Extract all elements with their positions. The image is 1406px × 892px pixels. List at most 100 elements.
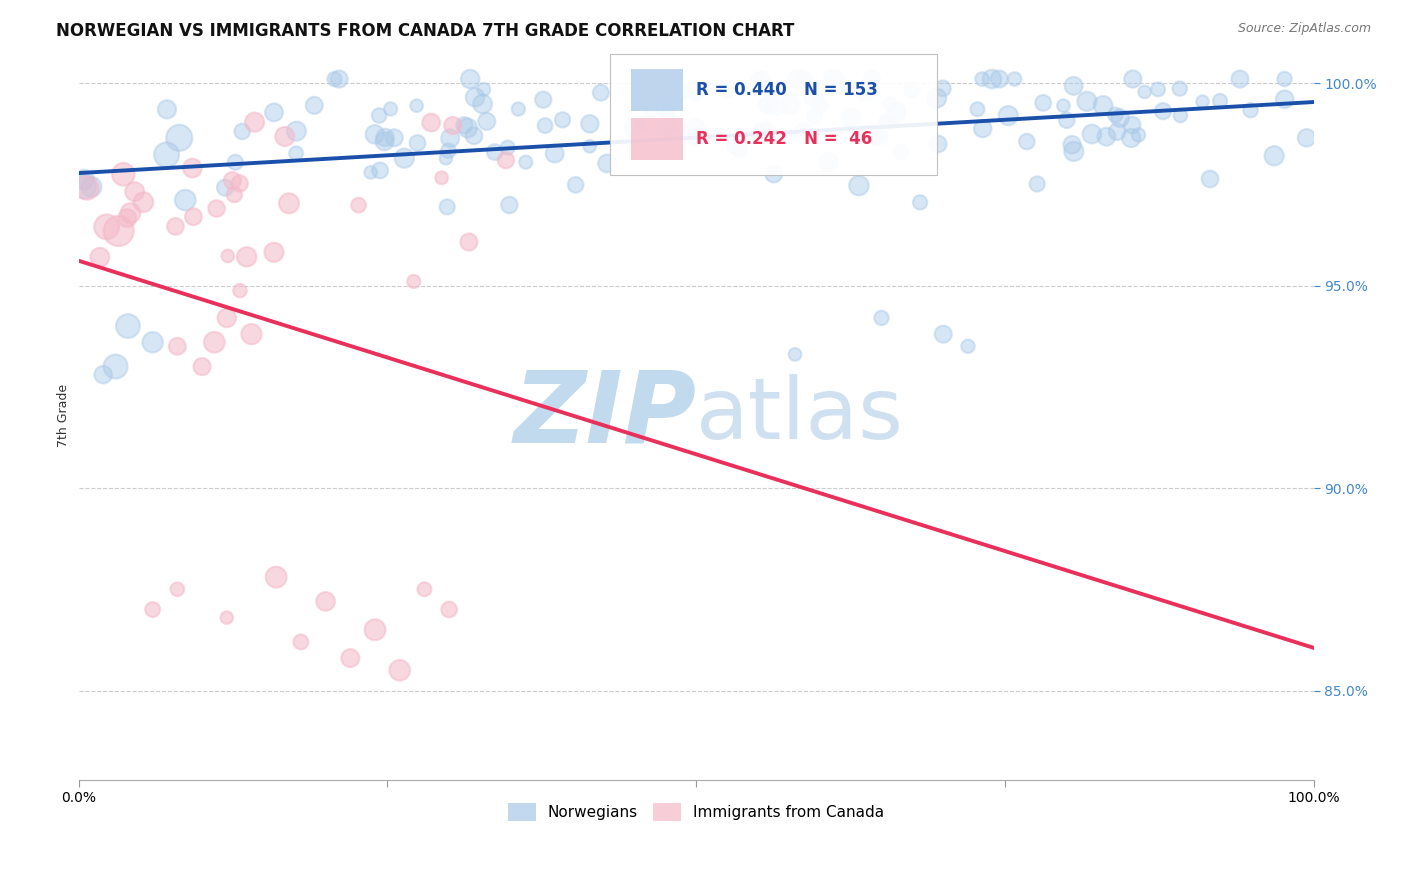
Point	[1152, 104, 1174, 119]
Point	[264, 570, 287, 584]
Text: R = 0.242   N =  46: R = 0.242 N = 46	[696, 130, 873, 148]
Point	[73, 172, 96, 186]
Point	[231, 124, 253, 138]
Point	[997, 109, 1019, 123]
Point	[654, 100, 676, 114]
Point	[927, 136, 949, 151]
Point	[751, 72, 773, 87]
Point	[1122, 72, 1144, 87]
Point	[1104, 108, 1126, 122]
Point	[755, 97, 778, 112]
Point	[464, 90, 486, 104]
Text: R = 0.440   N = 153: R = 0.440 N = 153	[696, 81, 879, 99]
Point	[657, 105, 679, 120]
Point	[263, 105, 285, 120]
Point	[1147, 82, 1170, 96]
Point	[453, 118, 475, 132]
Text: Source: ZipAtlas.com: Source: ZipAtlas.com	[1237, 22, 1371, 36]
Point	[472, 82, 495, 96]
Point	[666, 117, 689, 131]
Point	[1004, 72, 1026, 87]
Point	[434, 151, 457, 165]
Point	[441, 119, 464, 133]
Point	[972, 72, 994, 87]
Point	[1107, 125, 1129, 139]
Point	[498, 198, 520, 212]
Point	[420, 115, 443, 129]
FancyBboxPatch shape	[610, 54, 938, 175]
Point	[205, 202, 228, 216]
Point	[439, 131, 461, 145]
Point	[202, 335, 225, 350]
Point	[966, 102, 988, 116]
Point	[217, 249, 239, 263]
Point	[496, 141, 519, 155]
Point	[879, 97, 901, 112]
Point	[900, 83, 922, 97]
Point	[215, 310, 238, 325]
Point	[783, 347, 806, 361]
Text: NORWEGIAN VS IMMIGRANTS FROM CANADA 7TH GRADE CORRELATION CHART: NORWEGIAN VS IMMIGRANTS FROM CANADA 7TH …	[56, 22, 794, 40]
Point	[263, 245, 285, 260]
Point	[925, 91, 948, 105]
Point	[1191, 95, 1213, 109]
Point	[932, 81, 955, 95]
Point	[725, 138, 748, 153]
Point	[863, 129, 886, 144]
Point	[515, 155, 537, 169]
Point	[430, 170, 453, 185]
Point	[531, 93, 554, 107]
Point	[165, 219, 187, 234]
Point	[641, 105, 664, 120]
Point	[1076, 95, 1098, 109]
Point	[437, 144, 460, 158]
Point	[112, 167, 135, 181]
Point	[463, 128, 485, 143]
Point	[1239, 103, 1261, 118]
Point	[786, 72, 808, 87]
Point	[214, 180, 236, 194]
Point	[972, 121, 994, 136]
Point	[104, 359, 127, 374]
Point	[747, 72, 769, 87]
Point	[1274, 72, 1296, 87]
Point	[285, 146, 308, 161]
Point	[89, 250, 111, 264]
Point	[374, 130, 396, 145]
Point	[890, 145, 912, 160]
Point	[762, 167, 785, 181]
Point	[323, 72, 346, 87]
Point	[751, 125, 773, 139]
Point	[1263, 149, 1285, 163]
Point	[1209, 94, 1232, 108]
Point	[388, 663, 411, 677]
Point	[956, 339, 979, 353]
Point	[765, 98, 787, 112]
Point	[839, 111, 862, 125]
Point	[437, 602, 460, 616]
Point	[596, 156, 619, 170]
Point	[1119, 131, 1142, 145]
Point	[117, 319, 139, 334]
Point	[817, 155, 839, 169]
Point	[853, 85, 876, 99]
Point	[981, 72, 1004, 87]
Point	[630, 117, 652, 131]
Point	[1133, 85, 1156, 99]
Point	[315, 594, 337, 608]
Point	[120, 206, 142, 220]
Point	[676, 128, 699, 143]
Point	[1015, 135, 1038, 149]
Point	[1063, 78, 1085, 93]
Point	[1295, 131, 1317, 145]
Point	[1168, 81, 1191, 95]
Point	[96, 219, 118, 234]
Point	[654, 126, 676, 140]
Point	[1052, 98, 1074, 112]
Point	[623, 121, 645, 136]
Point	[374, 134, 396, 148]
Point	[808, 98, 831, 112]
Point	[685, 129, 707, 144]
Point	[657, 117, 679, 131]
Point	[1026, 177, 1049, 191]
